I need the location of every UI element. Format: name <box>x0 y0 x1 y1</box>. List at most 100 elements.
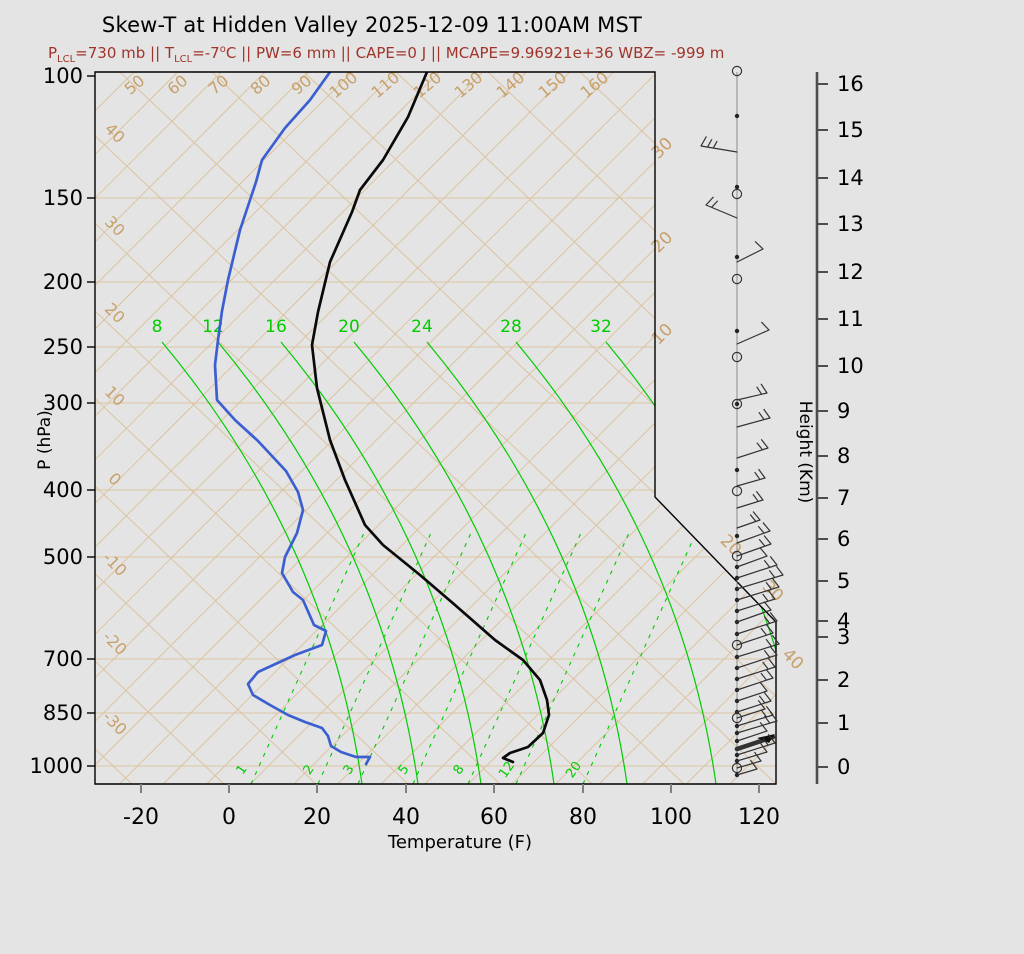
chart-title: Skew-T at Hidden Valley 2025-12-09 11:00… <box>101 13 643 37</box>
isotherm-line <box>95 72 396 784</box>
mixing-ratio-label: 5 <box>396 762 413 777</box>
station-dot <box>734 328 740 334</box>
moist-adiabat-line <box>217 341 419 784</box>
height-tick-label: 14 <box>837 166 864 190</box>
station-circle <box>731 712 743 724</box>
wind-barb-tick <box>759 547 768 557</box>
mixing-ratio-line <box>515 529 631 784</box>
pressure-axis: 100 150 200 250 300 400 500 700 850 1000 P (hPa) <box>30 64 95 778</box>
wind-barb-tick <box>756 442 763 451</box>
height-tick-label: 8 <box>837 444 850 468</box>
dry-adiabat-line <box>95 72 685 784</box>
mixing-ratio-line <box>357 529 473 784</box>
isotherm-line <box>95 72 353 784</box>
station-dot <box>734 184 740 190</box>
wind-barb <box>736 768 758 776</box>
wind-barb-tick <box>758 695 766 704</box>
isotherm-label-top: 160 <box>577 68 613 102</box>
dry-adiabat-line <box>119 72 776 784</box>
mixing-ratio-line <box>250 529 366 784</box>
wind-barb-tick <box>760 709 767 718</box>
isotherm-line <box>95 72 222 784</box>
wind-barb-tick <box>763 559 771 568</box>
adiabat-label-left: -20 <box>99 627 131 659</box>
isotherm-line <box>95 72 702 784</box>
isotherm-line <box>337 72 776 784</box>
dry-adiabat-grid <box>0 72 776 784</box>
chart-parameter-text: C || PW=6 mm || CAPE=0 J || MCAPE=9.9692… <box>225 44 725 62</box>
isotherm-label-top: 80 <box>247 71 275 99</box>
grid-label-corner: 40 <box>778 645 807 674</box>
station-circle <box>731 762 743 774</box>
x-axis-tick-label: 0 <box>222 805 236 830</box>
wind-barb-tick <box>775 565 784 576</box>
moist-adiabat-label: 16 <box>265 317 287 337</box>
grid-label-right: 30 <box>648 134 677 163</box>
isotherm-label-top: 130 <box>451 68 487 102</box>
wind-barb-tick <box>760 438 769 449</box>
grid-label-right: 20 <box>648 228 677 257</box>
isotherm-line <box>511 72 776 784</box>
mixing-ratio-label: 1 <box>234 762 251 777</box>
wind-barbs <box>700 65 784 778</box>
wind-barb-tick <box>755 490 764 501</box>
dry-adiabat-line <box>95 72 501 784</box>
wind-barb <box>736 677 774 691</box>
wind-barb-tick <box>762 661 769 670</box>
dry-adiabat-line <box>95 72 317 784</box>
pressure-gridlines <box>95 197 776 767</box>
dry-adiabat-line <box>95 72 225 784</box>
dry-adiabat-line <box>95 72 409 784</box>
moist-adiabat-line <box>426 341 628 784</box>
wind-barb <box>736 654 778 669</box>
station-circle <box>731 550 743 562</box>
wind-barb <box>736 519 761 529</box>
pressure-axis-title: P (hPa) <box>35 410 55 470</box>
station-dot <box>734 401 740 407</box>
wind-barb-tick <box>767 589 776 600</box>
wind-barb <box>705 204 738 219</box>
isotherm-line <box>250 72 776 784</box>
wind-barb <box>736 609 772 623</box>
wind-barb-tick <box>752 511 761 521</box>
wind-barb-tick <box>752 493 759 502</box>
wind-barb-tick <box>758 411 765 420</box>
isotherm-line <box>555 72 776 784</box>
wind-barb-tick <box>754 471 761 480</box>
x-axis-tick-label: 120 <box>738 805 780 830</box>
wind-barb-tick <box>759 722 768 732</box>
isotherm-line <box>95 72 614 784</box>
mixing-ratio-label: 20 <box>563 759 585 781</box>
isotherm-line <box>0 72 3 784</box>
height-tick-label: 15 <box>837 118 864 142</box>
moist-adiabat-line <box>280 341 482 784</box>
isotherm-line <box>293 72 776 784</box>
x-axis-tick-label: 80 <box>569 805 597 830</box>
grid-label-corner: 20 <box>716 531 745 560</box>
dry-adiabat-line <box>0 72 40 784</box>
wind-barb-tick <box>760 627 767 636</box>
height-tick-label: 5 <box>837 569 850 593</box>
wind-barb <box>736 564 778 579</box>
adiabat-label-left: 20 <box>101 299 129 327</box>
wind-barb-tick <box>768 569 776 578</box>
wind-barb-tick <box>758 538 766 547</box>
moist-adiabat-label: 28 <box>500 317 522 337</box>
wind-barb <box>736 760 762 769</box>
height-tick-label: 3 <box>837 625 850 649</box>
wind-barb-tick <box>756 386 763 395</box>
wind-barb <box>736 555 768 568</box>
wind-barb <box>736 720 778 734</box>
wind-barb <box>736 643 780 658</box>
wind-barb <box>736 620 778 635</box>
height-tick-label: 16 <box>837 72 864 96</box>
wind-barb-tick <box>765 624 774 634</box>
dry-adiabat-line <box>211 72 776 784</box>
wind-barb <box>736 700 772 713</box>
wind-barb-tick <box>769 555 778 566</box>
wind-barb-tick <box>763 408 771 419</box>
isotherm-line <box>729 72 776 784</box>
moist-adiabat-line <box>515 341 717 784</box>
